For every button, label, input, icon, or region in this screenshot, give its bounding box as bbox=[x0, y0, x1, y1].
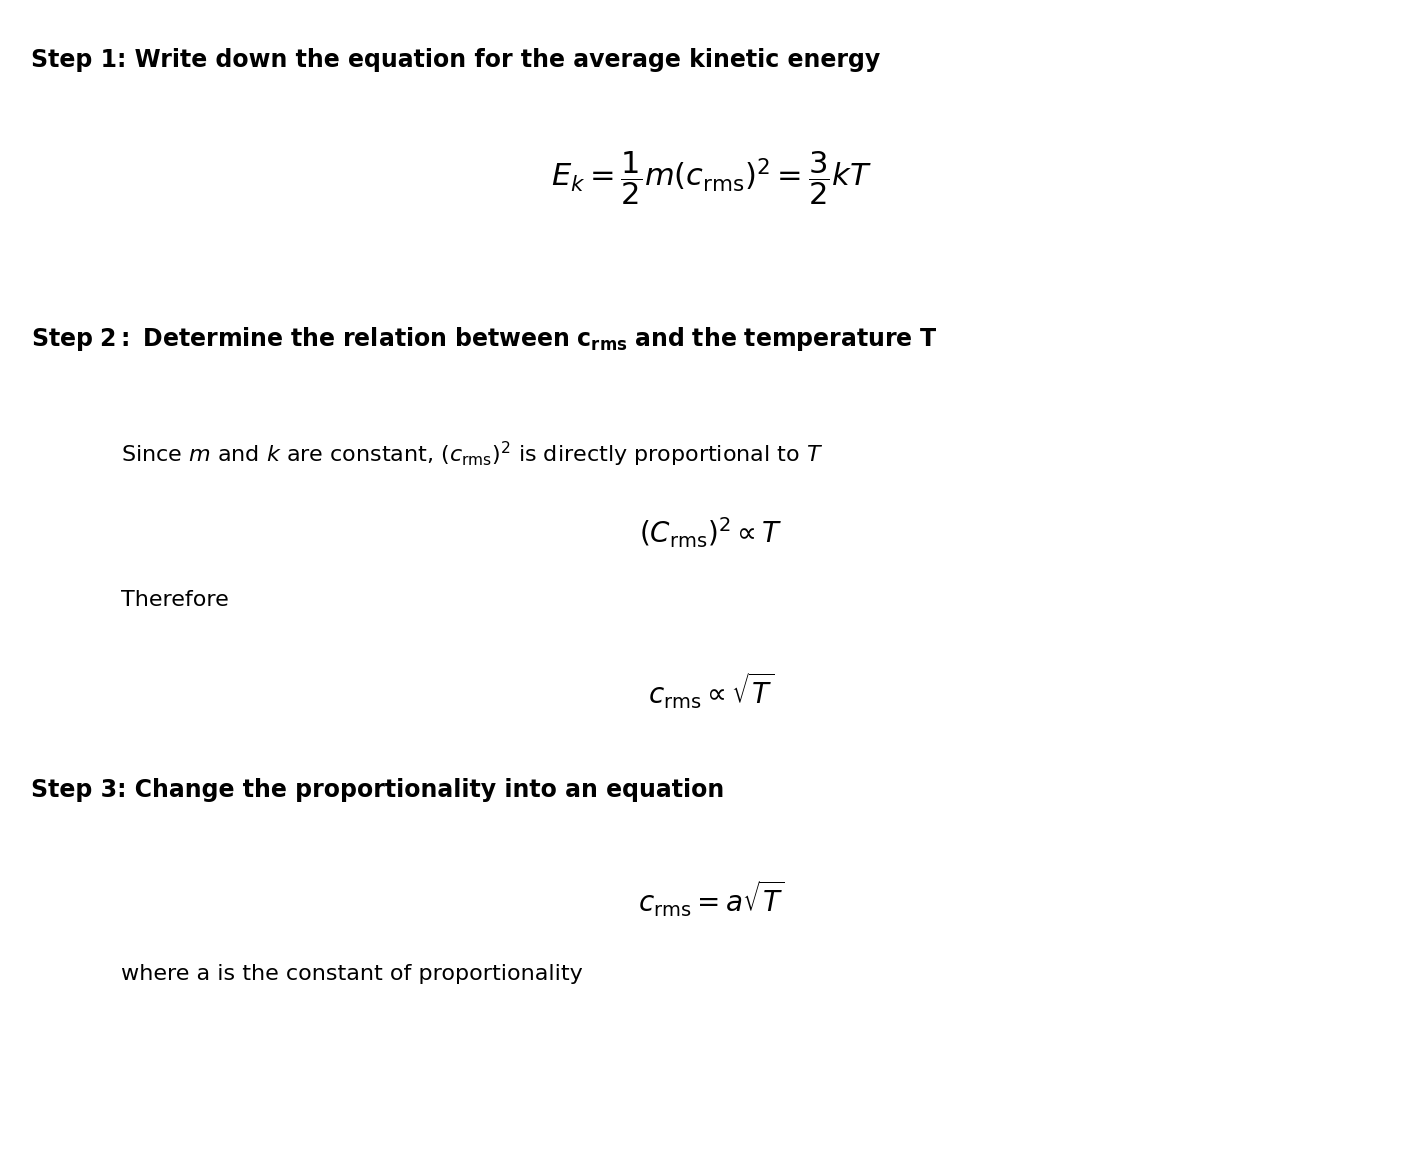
Text: $E_k = \dfrac{1}{2}m(c_{\mathrm{rms}})^2 = \dfrac{3}{2}kT$: $E_k = \dfrac{1}{2}m(c_{\mathrm{rms}})^2… bbox=[550, 150, 872, 207]
Text: $(C_{\mathrm{rms}})^2 \propto T$: $(C_{\mathrm{rms}})^2 \propto T$ bbox=[638, 515, 784, 550]
Text: Step 1: Write down the equation for the average kinetic energy: Step 1: Write down the equation for the … bbox=[31, 48, 880, 73]
Text: where a is the constant of proportionality: where a is the constant of proportionali… bbox=[121, 964, 583, 984]
Text: $c_{\mathrm{rms}} \propto \sqrt{T}$: $c_{\mathrm{rms}} \propto \sqrt{T}$ bbox=[648, 670, 774, 712]
Text: $c_{\mathrm{rms}} = a\sqrt{T}$: $c_{\mathrm{rms}} = a\sqrt{T}$ bbox=[638, 878, 784, 919]
Text: Since $m$ and $k$ are constant, $(c_{\mathrm{rms}})^2$ is directly proportional : Since $m$ and $k$ are constant, $(c_{\ma… bbox=[121, 440, 823, 469]
Text: Therefore: Therefore bbox=[121, 590, 229, 609]
Text: $\bf{Step\ 2{:}\ Determine\ the\ relation\ between\ c_{rms}\ and\ the\ temperatu: $\bf{Step\ 2{:}\ Determine\ the\ relatio… bbox=[31, 325, 939, 353]
Text: Step 3: Change the proportionality into an equation: Step 3: Change the proportionality into … bbox=[31, 778, 725, 802]
